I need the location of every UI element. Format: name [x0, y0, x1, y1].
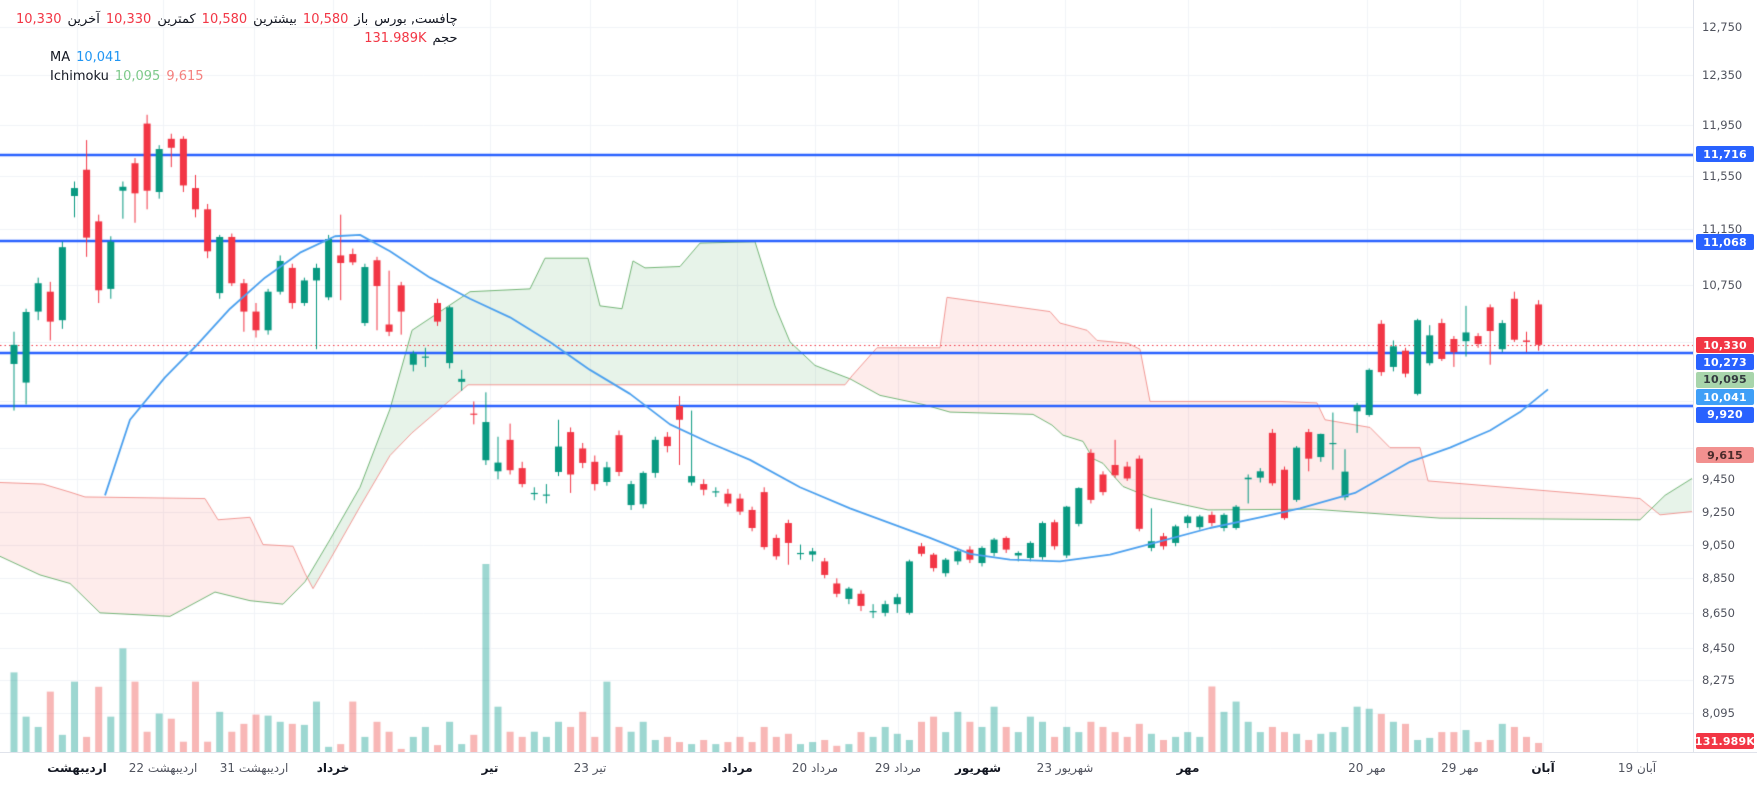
price-tick: 12,350 [1702, 68, 1743, 83]
time-label: تیر [481, 761, 499, 775]
price-tick: 12,750 [1702, 20, 1743, 34]
legend-ohlc-row[interactable]: چافست, بورس باز 10,580 بیشترین 10,580 کم… [16, 10, 458, 29]
price-axis[interactable]: 12,750 12,350 11,950 11,550 11,150 10,750 9,45… [1693, 0, 1757, 752]
price-tick: 8,450 [1702, 641, 1735, 656]
ichimoku-a-value: 10,095 [114, 69, 161, 84]
time-label: آبان [1531, 761, 1555, 775]
price-badge-10095: 10,095 [1696, 371, 1754, 388]
time-label: 29 مرداد [874, 761, 922, 775]
time-label: شهریور [954, 761, 1002, 775]
time-label: 23 تیر [573, 761, 607, 775]
open-label: باز [354, 12, 369, 27]
price-tick: 11,550 [1702, 169, 1743, 184]
volume-value: 131.989K [364, 31, 427, 46]
chart-legend: چافست, بورس باز 10,580 بیشترین 10,580 کم… [16, 10, 458, 86]
price-tick: 8,650 [1702, 605, 1735, 620]
time-label: 20 مهر [1348, 761, 1386, 775]
price-badge-9920: 9,920 [1696, 406, 1754, 423]
price-badge-131.989K: 131.989K [1694, 733, 1756, 749]
price-tick: 9,250 [1702, 504, 1735, 519]
ma-value: 10,041 [76, 50, 122, 65]
price-badge-9615: 9,615 [1696, 447, 1754, 463]
time-label: اردیبهشت [47, 761, 107, 775]
open-value: 10,580 [302, 12, 349, 27]
legend-volume-row[interactable]: حجم 131.989K [50, 29, 458, 48]
price-tick: 9,050 [1702, 537, 1735, 552]
time-label: 23 شهریور [1036, 761, 1094, 775]
time-axis[interactable]: اردیبهشت 22 اردیبهشت 31 اردیبهشت خرداد تیر 23… [0, 752, 1757, 790]
price-badge-10273: 10,273 [1696, 354, 1754, 370]
high-label: بیشترین [253, 12, 297, 27]
ichimoku-label: Ichimoku [50, 69, 109, 84]
volume-label: حجم [432, 31, 458, 46]
last-value: 10,330 [16, 12, 62, 27]
time-label: مرداد [721, 761, 753, 775]
price-tick: 9,450 [1702, 472, 1735, 487]
last-label: آخرین [67, 12, 100, 27]
price-badge-11716: 11,716 [1696, 146, 1754, 162]
low-value: 10,330 [105, 12, 152, 27]
price-tick: 11,150 [1702, 222, 1743, 237]
legend-ma-row[interactable]: MA 10,041 [50, 48, 458, 67]
price-badge-11068: 11,068 [1696, 234, 1754, 250]
price-badge-10330: 10,330 [1696, 337, 1754, 353]
price-tick: 10,750 [1702, 277, 1743, 292]
series-title[interactable]: چافست, بورس [374, 12, 458, 27]
time-label: 19 آبان [1617, 761, 1657, 775]
time-label: 31 اردیبهشت [219, 761, 289, 775]
ma-label: MA [50, 50, 71, 65]
high-value: 10,580 [201, 12, 248, 27]
price-tick: 8,850 [1702, 571, 1735, 586]
time-label: 22 اردیبهشت [128, 761, 198, 775]
legend-ichimoku-row[interactable]: Ichimoku 10,095 9,615 [50, 67, 458, 86]
time-label: 29 مهر [1441, 761, 1479, 775]
price-tick: 8,275 [1702, 672, 1735, 687]
price-badge-10041: 10,041 [1696, 389, 1754, 405]
time-label: 20 مرداد [791, 761, 839, 775]
time-label: مهر [1176, 761, 1200, 775]
price-tick: 11,950 [1702, 117, 1743, 132]
price-tick: 8,095 [1702, 705, 1735, 720]
time-label: خرداد [316, 761, 350, 775]
low-label: کمترین [157, 12, 196, 27]
ichimoku-b-value: 9,615 [166, 69, 204, 84]
